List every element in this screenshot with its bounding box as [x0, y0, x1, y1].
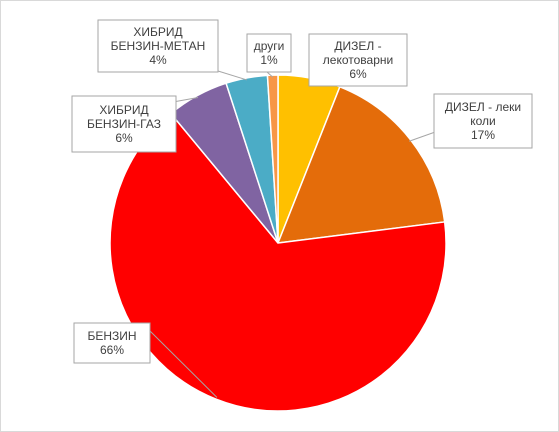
data-label-box [308, 33, 408, 87]
leader-line-other [266, 71, 274, 78]
data-label-box [97, 19, 219, 73]
data-label-category: БЕНЗИН-МЕТАН [111, 39, 206, 53]
pie-slice-other [266, 74, 279, 244]
data-label-category: лекотоварни [323, 53, 393, 67]
data-label-box [73, 322, 151, 364]
data-label-box [246, 33, 292, 73]
data-label-value: 1% [260, 53, 278, 67]
data-label-category: коли [470, 114, 496, 128]
data-label-value: 4% [149, 53, 167, 67]
data-label-box [433, 93, 533, 149]
data-label-value: 6% [349, 67, 367, 81]
data-label-value: 6% [115, 131, 133, 145]
leader-line-hybrid-petrol-cng [217, 70, 248, 81]
leader-line-petrol [149, 330, 218, 398]
leader-line-diesel-cars [409, 130, 439, 142]
pie-slice-petrol [109, 112, 447, 412]
data-label-category: ХИБРИД [99, 103, 148, 117]
pie-slices [109, 74, 447, 412]
data-label-box [71, 95, 177, 153]
leader-line-hybrid-petrol-lpg [172, 97, 199, 103]
data-label-category: ХИБРИД [133, 25, 182, 39]
data-label-category: други [254, 39, 285, 53]
data-label-category: БЕНЗИН [87, 329, 136, 343]
pie-slice-diesel-cars [276, 85, 446, 244]
data-label-value: 17% [471, 128, 495, 142]
data-label-category: ДИЗЕЛ - [334, 39, 381, 53]
data-label-category: БЕНЗИН-ГАЗ [87, 117, 161, 131]
data-label-category: ДИЗЕЛ - леки [445, 100, 521, 114]
data-label-value: 66% [100, 343, 124, 357]
